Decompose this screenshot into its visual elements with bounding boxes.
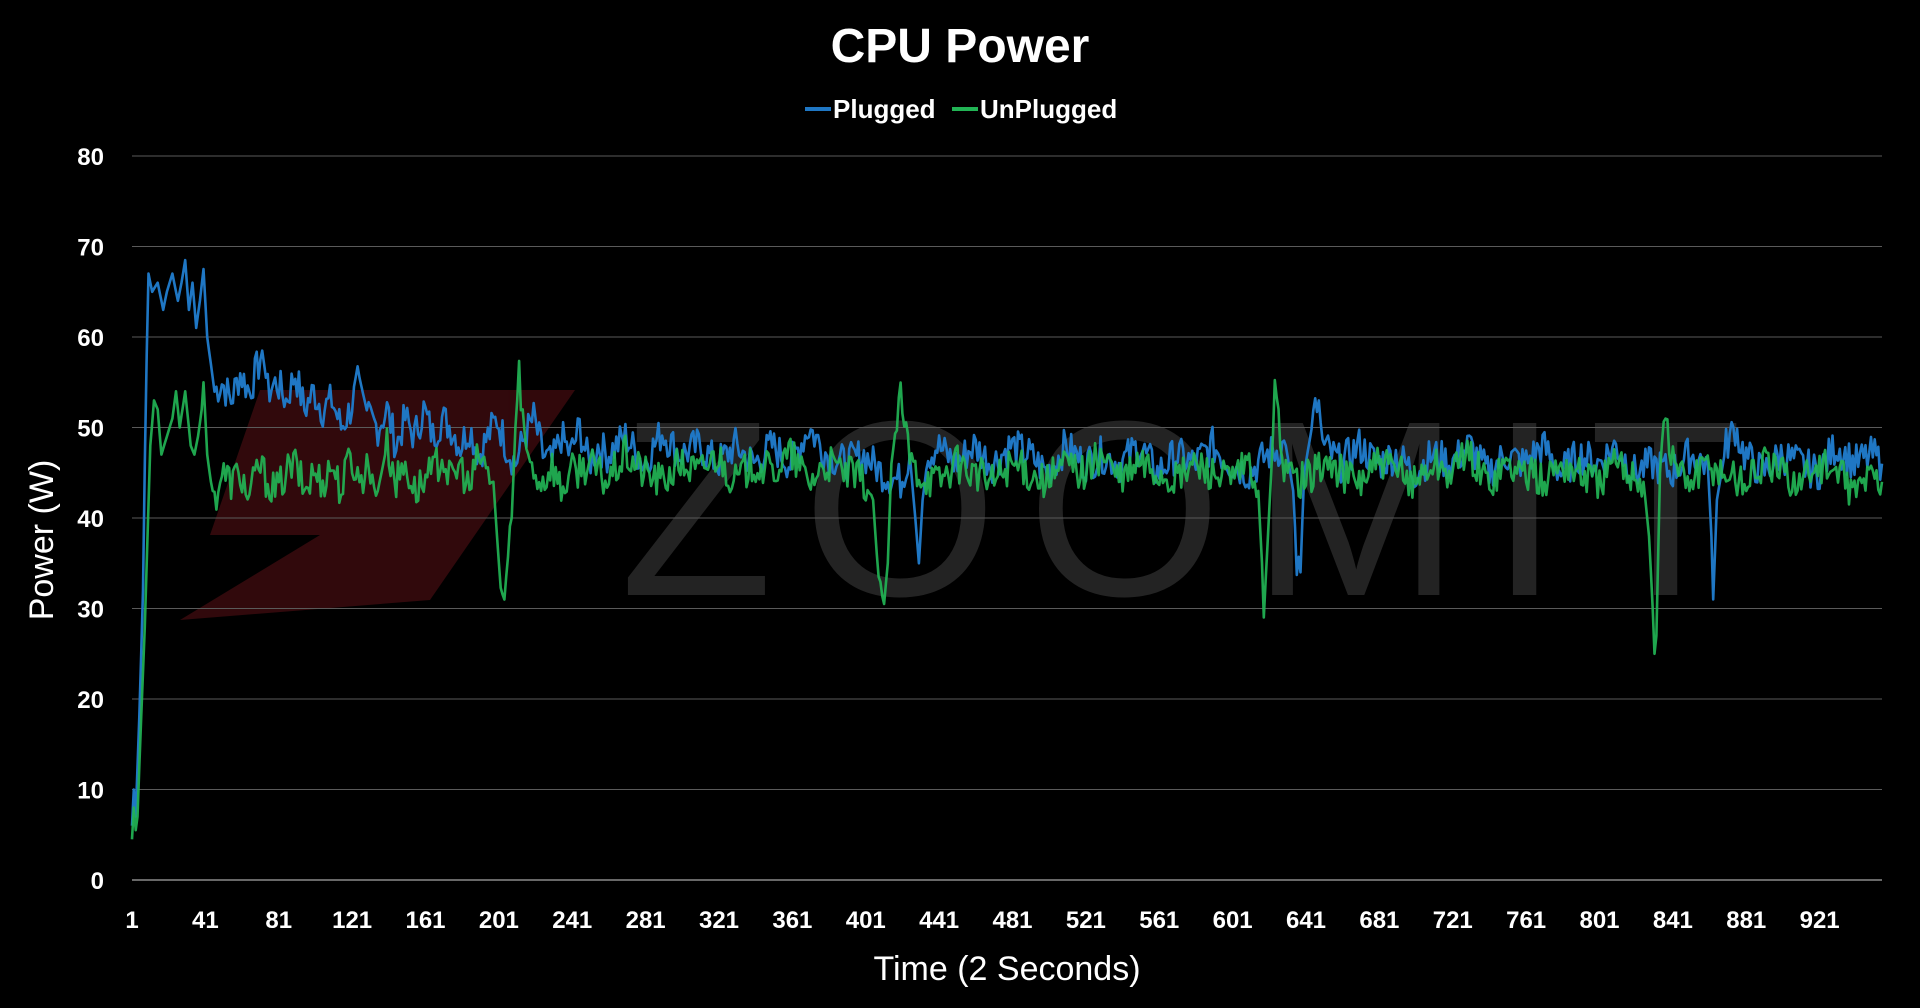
chart-title: CPU Power [831,20,1090,73]
watermark-text: ZOOMIT [620,369,1772,648]
x-tick-label: 881 [1726,907,1766,934]
x-tick-label: 121 [332,907,372,934]
x-tick-label: 201 [479,907,519,934]
x-tick-label: 361 [772,907,812,934]
y-axis-ticks: 0 10 20 30 40 50 60 70 80 [77,144,104,895]
y-tick-label: 0 [91,868,104,895]
x-tick-label: 401 [846,907,886,934]
x-tick-label: 241 [552,907,592,934]
x-axis-ticks: 1 41 81 121 161 201 241 281 321 361 401 441 481 521 56… [125,907,1839,934]
y-tick-label: 60 [77,325,104,352]
x-tick-label: 681 [1359,907,1399,934]
x-axis-label: Time (2 Seconds) [873,950,1140,988]
x-tick-label: 1 [125,907,138,934]
x-tick-label: 801 [1579,907,1619,934]
x-tick-label: 281 [626,907,666,934]
chart-legend: Plugged UnPlugged [805,94,1117,124]
x-tick-label: 601 [1213,907,1253,934]
y-tick-label: 10 [77,778,104,805]
y-tick-label: 30 [77,597,104,624]
x-tick-label: 321 [699,907,739,934]
series-lines [130,258,1884,840]
x-tick-label: 521 [1066,907,1106,934]
y-tick-label: 20 [77,687,104,714]
y-tick-label: 80 [77,144,104,171]
legend-label-plugged: Plugged [833,94,936,124]
grid-lines [132,155,1882,881]
y-tick-label: 40 [77,506,104,533]
series-line-unplugged [130,359,1884,840]
x-tick-label: 41 [192,907,219,934]
x-tick-label: 841 [1653,907,1693,934]
x-tick-label: 481 [992,907,1032,934]
watermark: ZOOMIT [180,369,1772,648]
legend-label-unplugged: UnPlugged [980,94,1117,124]
x-tick-label: 921 [1800,907,1840,934]
x-tick-label: 561 [1139,907,1179,934]
x-tick-label: 641 [1286,907,1326,934]
y-tick-label: 70 [77,235,104,262]
x-tick-label: 721 [1433,907,1473,934]
x-tick-label: 81 [265,907,292,934]
y-tick-label: 50 [77,416,104,443]
x-tick-label: 161 [405,907,445,934]
x-tick-label: 761 [1506,907,1546,934]
y-axis-label: Power (W) [23,460,61,621]
x-tick-label: 441 [919,907,959,934]
